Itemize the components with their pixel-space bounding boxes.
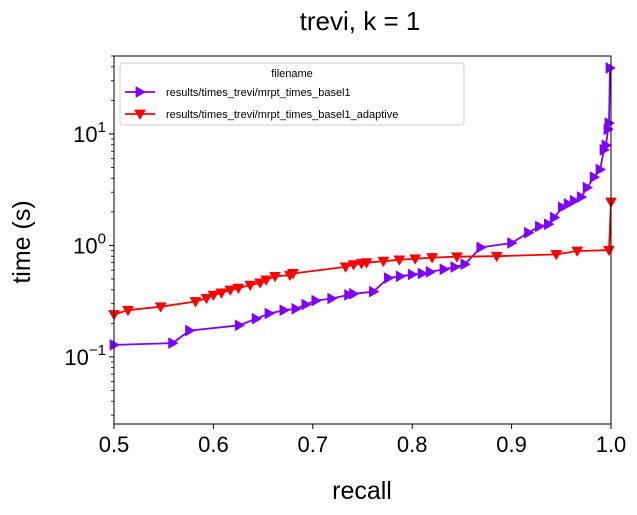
data-point-marker [360,258,373,269]
data-point-marker [244,280,257,292]
data-point-marker [550,250,563,261]
data-point-marker [476,241,487,254]
data-point-marker [251,312,263,325]
data-point-marker [439,263,451,276]
x-axis: 0.5 0.6 0.7 0.8 0.9 1.0 [99,424,627,457]
data-point-marker [311,294,322,307]
data-point-marker [369,285,380,298]
data-point-marker [490,251,503,263]
legend-marker-0 [135,86,147,98]
data-point-marker [286,269,299,280]
x-tick-label: 0.5 [99,432,130,457]
data-point-marker [450,252,463,263]
data-point-marker [601,139,613,152]
data-point-marker [603,245,615,257]
data-point-marker [215,288,228,299]
data-point-marker [604,117,616,130]
x-tick-label: 0.7 [298,432,329,457]
data-point-marker [254,278,267,289]
x-tick-label: 0.6 [198,432,229,457]
data-point-marker [507,237,518,249]
data-point-marker [260,275,273,286]
data-point-marker [524,226,535,239]
data-point-marker [557,201,569,214]
data-point-marker [383,272,395,284]
data-point-marker [189,297,202,308]
x-tick-label: 0.8 [397,432,428,457]
data-point-marker [207,290,220,302]
data-point-marker [582,181,594,194]
data-point-marker [407,268,419,281]
data-point-marker [377,256,390,268]
chart-title: trevi, k = 1 [300,6,421,36]
marker-layer [108,62,617,351]
y-axis-label: time (s) [8,200,36,283]
data-point-marker [576,191,588,203]
data-point-marker [269,271,281,283]
y-axis: 10−1 100 101 [64,55,114,416]
data-point-marker [417,267,429,280]
data-point-marker [425,265,437,278]
data-point-marker [589,171,601,184]
data-point-marker [232,283,245,295]
data-point-marker [549,211,561,224]
data-point-marker [327,292,338,305]
data-point-marker [224,285,237,297]
legend-box [119,62,465,126]
data-point-marker [569,194,581,207]
data-point-marker [393,255,406,266]
y-tick-label: 100 [73,230,106,258]
legend-title: filename [271,68,313,80]
data-point-marker [185,324,196,337]
data-point-marker [168,337,179,350]
data-point-marker [234,319,246,332]
data-point-marker [563,198,575,210]
data-point-marker [450,261,461,273]
data-point-marker [595,163,607,176]
data-point-marker [395,270,407,283]
data-point-marker [426,253,439,264]
legend-marker-1 [134,109,146,121]
data-point-marker [349,287,360,300]
x-axis-label: recall [332,477,392,505]
data-point-marker [121,305,134,317]
legend: filename results/times_trevi/mrpt_times_… [119,62,465,126]
data-point-marker [301,298,312,311]
data-point-marker [109,338,121,351]
data-point-marker [535,220,546,233]
data-point-marker [291,302,302,315]
legend-label-1: results/times_trevi/mrpt_times_basel1_ad… [166,109,398,121]
legend-items: results/times_trevi/mrpt_times_basel1res… [125,86,398,121]
data-point-marker [409,254,422,265]
data-point-marker [200,293,213,305]
plot-frame [113,55,612,425]
data-point-marker [154,302,167,313]
data-point-marker [347,260,360,271]
data-point-marker [279,304,291,317]
data-point-marker [460,258,471,271]
data-point-marker [571,246,584,258]
x-tick-label: 1.0 [596,432,627,457]
legend-label-0: results/times_trevi/mrpt_times_basel1 [166,87,351,99]
x-tick-label: 0.9 [496,432,527,457]
data-point-marker [339,262,352,273]
y-tick-label: 10−1 [64,342,106,370]
y-tick-label: 101 [73,119,106,147]
data-point-marker [264,307,276,320]
data-point-marker [544,218,555,231]
